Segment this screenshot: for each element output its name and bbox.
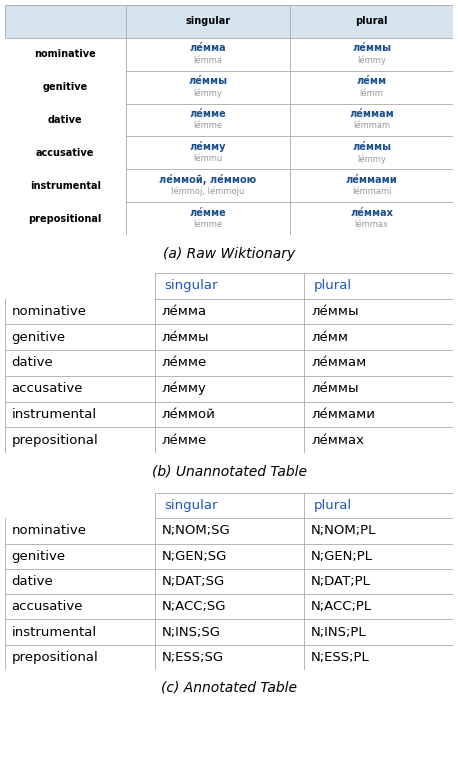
- Text: lémmy: lémmy: [193, 89, 222, 98]
- Text: ле́ммам: ле́ммам: [349, 109, 394, 119]
- Text: N;ACC;PL: N;ACC;PL: [311, 601, 372, 613]
- Text: prepositional: prepositional: [11, 434, 98, 447]
- Text: lémma: lémma: [193, 56, 222, 65]
- Bar: [5, 5, 453, 38]
- Text: accusative: accusative: [36, 148, 94, 158]
- Text: accusative: accusative: [11, 383, 83, 395]
- Text: N;DAT;PL: N;DAT;PL: [311, 575, 371, 588]
- Text: lémmam: lémmam: [353, 122, 390, 130]
- Text: ле́ммы: ле́ммы: [162, 331, 209, 344]
- Text: lémmoj, lémmoju: lémmoj, lémmoju: [171, 187, 245, 196]
- Text: N;GEN;PL: N;GEN;PL: [311, 550, 373, 563]
- Text: (b) Unannotated Table: (b) Unannotated Table: [152, 465, 306, 479]
- Text: N;ACC;SG: N;ACC;SG: [162, 601, 226, 613]
- Text: N;INS;SG: N;INS;SG: [162, 626, 221, 639]
- Text: ле́мм: ле́мм: [356, 76, 387, 86]
- Text: lémmax: lémmax: [354, 220, 388, 229]
- Text: ле́ммы: ле́ммы: [352, 43, 391, 53]
- Text: ле́ммы: ле́ммы: [352, 142, 391, 152]
- Text: ле́мме: ле́мме: [189, 208, 226, 218]
- Text: plural: plural: [355, 16, 388, 27]
- Text: ле́ммам: ле́ммам: [311, 357, 366, 369]
- Text: dative: dative: [48, 115, 82, 125]
- Text: ле́мма: ле́мма: [162, 305, 207, 318]
- Text: ле́ммами: ле́ммами: [311, 408, 375, 421]
- Text: lémmy: lémmy: [357, 56, 386, 65]
- Text: ле́мм: ле́мм: [311, 331, 348, 344]
- Text: N;NOM;SG: N;NOM;SG: [162, 524, 230, 537]
- Text: ле́ммами: ле́ммами: [346, 175, 398, 185]
- Text: ле́ммы: ле́ммы: [311, 305, 359, 318]
- Text: dative: dative: [11, 357, 53, 369]
- Text: (a) Raw Wiktionary: (a) Raw Wiktionary: [163, 247, 295, 261]
- Text: (c) Annotated Table: (c) Annotated Table: [161, 681, 297, 695]
- Text: N;ESS;SG: N;ESS;SG: [162, 651, 224, 664]
- Text: lémmu: lémmu: [193, 154, 222, 163]
- Text: N;DAT;SG: N;DAT;SG: [162, 575, 225, 588]
- Text: ле́мму: ле́мму: [162, 382, 207, 395]
- Text: N;ESS;PL: N;ESS;PL: [311, 651, 370, 664]
- Text: lémm: lémm: [360, 89, 383, 97]
- Text: instrumental: instrumental: [11, 626, 97, 639]
- Text: ле́мма: ле́мма: [189, 43, 226, 53]
- Text: ле́ммах: ле́ммах: [311, 434, 364, 447]
- Text: N;NOM;PL: N;NOM;PL: [311, 524, 376, 537]
- Text: plural: plural: [313, 279, 351, 292]
- Text: ле́мме: ле́мме: [162, 434, 207, 447]
- Text: prepositional: prepositional: [28, 213, 102, 223]
- Text: ле́ммы: ле́ммы: [311, 383, 359, 395]
- Text: ле́ммы: ле́ммы: [188, 76, 227, 86]
- Text: instrumental: instrumental: [11, 408, 97, 421]
- Text: nominative: nominative: [11, 305, 86, 318]
- Text: instrumental: instrumental: [30, 181, 101, 191]
- Text: genitive: genitive: [11, 550, 65, 563]
- Text: nominative: nominative: [34, 49, 96, 60]
- Text: ле́мму: ле́мму: [190, 141, 226, 152]
- Text: ле́ммой: ле́ммой: [162, 408, 216, 421]
- Text: prepositional: prepositional: [11, 651, 98, 664]
- Text: accusative: accusative: [11, 601, 83, 613]
- Text: singular: singular: [164, 279, 218, 292]
- Text: ле́мме: ле́мме: [162, 357, 207, 369]
- Text: plural: plural: [313, 499, 351, 512]
- Text: lémmami: lémmami: [352, 187, 391, 196]
- Text: genitive: genitive: [43, 82, 88, 93]
- Text: dative: dative: [11, 575, 53, 588]
- Text: nominative: nominative: [11, 524, 86, 537]
- Text: lémmy: lémmy: [357, 154, 386, 164]
- Text: N;INS;PL: N;INS;PL: [311, 626, 367, 639]
- Text: lémme: lémme: [193, 122, 222, 130]
- Text: lémme: lémme: [193, 220, 222, 229]
- Text: N;GEN;SG: N;GEN;SG: [162, 550, 227, 563]
- Text: singular: singular: [185, 16, 230, 27]
- Text: ле́мме: ле́мме: [189, 109, 226, 119]
- Text: ле́ммах: ле́ммах: [350, 208, 393, 218]
- Text: singular: singular: [164, 499, 218, 512]
- Text: ле́ммой, ле́ммою: ле́ммой, ле́ммою: [159, 174, 256, 185]
- Text: genitive: genitive: [11, 331, 65, 344]
